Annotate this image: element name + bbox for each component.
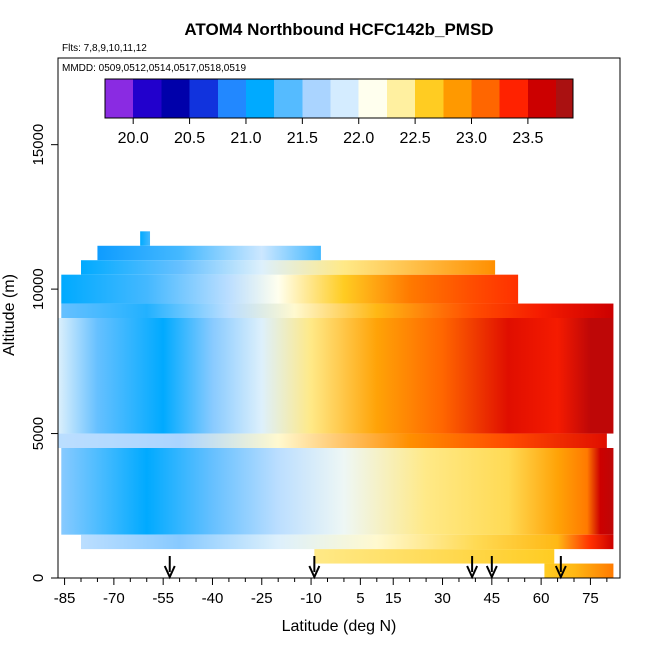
heatmap-bands [58, 231, 614, 578]
heatmap-band [314, 549, 555, 564]
x-tick-label: -40 [202, 590, 224, 607]
heatmap-band [97, 245, 321, 261]
x-tick-label: 30 [434, 590, 451, 607]
x-tick-label: -25 [251, 590, 273, 607]
colorbar-tick-label: 23.0 [456, 130, 487, 147]
mmdd-label: MMDD: 0509,0512,0514,0517,0518,0519 [62, 63, 246, 74]
heatmap-band [81, 260, 496, 275]
colorbar-tick-label: 23.5 [512, 130, 543, 147]
flight-arrow-head [554, 565, 567, 580]
x-tick-label: -85 [54, 590, 76, 607]
heatmap-band [544, 563, 614, 578]
y-tick-label: 15000 [30, 124, 47, 166]
flights-label: Flts: 7,8,9,10,11,12 [62, 43, 147, 54]
x-tick-label: 5 [356, 590, 364, 607]
x-tick-label: 60 [533, 590, 550, 607]
flight-arrow-head [485, 565, 498, 580]
heatmap-band [140, 231, 151, 246]
x-tick-label: -55 [152, 590, 174, 607]
colorbar-tick-label: 22.5 [400, 130, 431, 147]
x-axis: -85 -70 -55 -40 -25 -10 5 15 30 45 60 75 [54, 578, 608, 607]
x-tick-label: -10 [300, 590, 322, 607]
x-tick-label: -70 [103, 590, 125, 607]
x-tick-label: 15 [385, 590, 402, 607]
heatmap-band [58, 433, 607, 448]
flight-arrow-head [466, 565, 479, 580]
colorbar-tick-label: 20.5 [174, 130, 205, 147]
colorbar: 20.0 20.5 21.0 21.5 22.0 22.5 23.0 23.5 [104, 78, 574, 147]
heatmap-band [61, 303, 614, 318]
heatmap-band [61, 274, 519, 304]
x-tick-label: 75 [582, 590, 599, 607]
y-axis: 0 5000 10000 15000 [30, 124, 58, 582]
heatmap-band [58, 318, 614, 434]
colorbar-tick-label: 22.0 [343, 130, 374, 147]
colorbar-tick-label: 21.0 [230, 130, 261, 147]
x-tick-label: 45 [483, 590, 500, 607]
y-tick-label: 5000 [30, 417, 47, 450]
y-tick-label: 10000 [30, 268, 47, 310]
colorbar-tick-label: 20.0 [118, 130, 149, 147]
y-axis-label: Altitude (m) [1, 274, 18, 356]
flight-markers [163, 556, 567, 580]
colorbar-bar [104, 78, 574, 119]
colorbar-tick-label: 21.5 [287, 130, 318, 147]
flight-arrow-head [308, 565, 321, 580]
heatmap-band [81, 534, 614, 550]
heatmap-band [61, 448, 614, 535]
plot-frame [57, 57, 621, 579]
flight-arrow-head [163, 565, 176, 580]
chart-title: ATOM4 Northbound HCFC142b_PMSD [184, 20, 493, 39]
y-tick-label: 0 [30, 574, 47, 582]
x-axis-label: Latitude (deg N) [282, 618, 397, 635]
